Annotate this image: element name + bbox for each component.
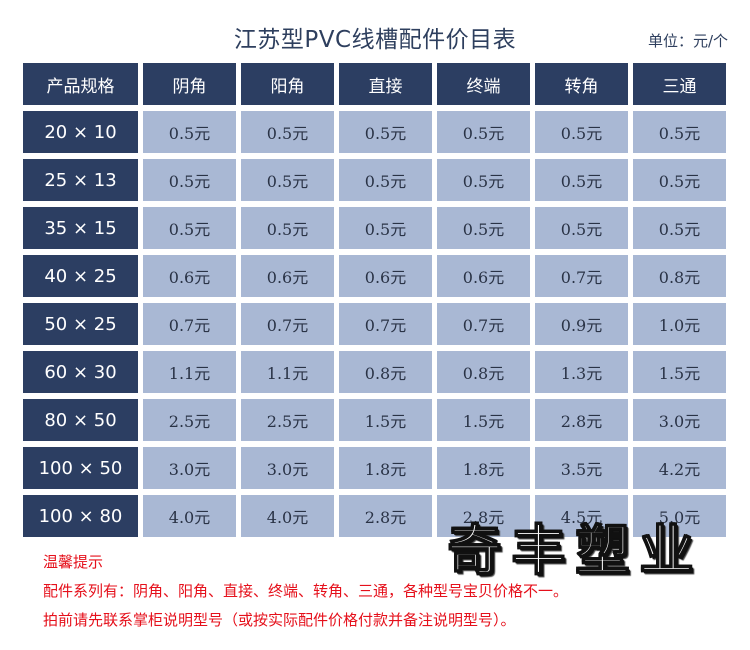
price-cell: 0.5元 xyxy=(241,159,334,201)
price-cell: 3.0元 xyxy=(241,447,334,489)
column-header-outer-corner: 阳角 xyxy=(241,63,334,105)
price-cell: 2.5元 xyxy=(241,399,334,441)
column-header-inner-corner: 阴角 xyxy=(143,63,236,105)
price-cell: 0.7元 xyxy=(143,303,236,345)
price-cell: 0.5元 xyxy=(339,207,432,249)
price-cell: 0.5元 xyxy=(339,111,432,153)
price-cell: 0.6元 xyxy=(437,255,530,297)
price-cell: 0.6元 xyxy=(241,255,334,297)
price-cell: 2.5元 xyxy=(143,399,236,441)
price-cell: 1.8元 xyxy=(339,447,432,489)
price-cell: 0.5元 xyxy=(437,159,530,201)
table-row: 60 × 30 1.1元 1.1元 0.8元 0.8元 1.3元 1.5元 xyxy=(23,351,726,393)
column-header-spec: 产品规格 xyxy=(23,63,138,105)
column-header-end-cap: 终端 xyxy=(437,63,530,105)
price-cell: 3.0元 xyxy=(633,399,726,441)
price-cell: 0.5元 xyxy=(535,159,628,201)
price-cell: 2.8元 xyxy=(339,495,432,537)
table-row: 50 × 25 0.7元 0.7元 0.7元 0.7元 0.9元 1.0元 xyxy=(23,303,726,345)
price-cell: 0.9元 xyxy=(535,303,628,345)
table-row: 80 × 50 2.5元 2.5元 1.5元 1.5元 2.8元 3.0元 xyxy=(23,399,726,441)
price-cell: 1.3元 xyxy=(535,351,628,393)
page-title: 江苏型PVC线槽配件价目表 xyxy=(233,27,517,53)
price-cell: 2.8元 xyxy=(437,495,530,537)
price-cell: 0.8元 xyxy=(437,351,530,393)
price-cell: 0.7元 xyxy=(535,255,628,297)
column-header-straight-joint: 直接 xyxy=(339,63,432,105)
row-spec: 40 × 25 xyxy=(23,255,138,297)
table-row: 100 × 80 4.0元 4.0元 2.8元 2.8元 4.5元 5.0元 xyxy=(23,495,726,537)
price-cell: 0.5元 xyxy=(143,207,236,249)
price-cell: 0.6元 xyxy=(143,255,236,297)
row-spec: 50 × 25 xyxy=(23,303,138,345)
price-cell: 0.7元 xyxy=(437,303,530,345)
price-cell: 4.5元 xyxy=(535,495,628,537)
price-cell: 0.5元 xyxy=(535,207,628,249)
tips-heading: 温馨提示 xyxy=(43,553,104,571)
row-spec: 25 × 13 xyxy=(23,159,138,201)
price-cell: 4.2元 xyxy=(633,447,726,489)
unit-label: 单位：元/个 xyxy=(647,32,728,50)
row-spec: 100 × 50 xyxy=(23,447,138,489)
price-cell: 1.5元 xyxy=(633,351,726,393)
price-cell: 0.5元 xyxy=(633,111,726,153)
row-spec: 35 × 15 xyxy=(23,207,138,249)
row-spec: 60 × 30 xyxy=(23,351,138,393)
price-cell: 0.5元 xyxy=(241,207,334,249)
price-cell: 1.1元 xyxy=(143,351,236,393)
price-cell: 1.8元 xyxy=(437,447,530,489)
price-cell: 0.8元 xyxy=(633,255,726,297)
price-cell: 1.5元 xyxy=(437,399,530,441)
table-row: 20 × 10 0.5元 0.5元 0.5元 0.5元 0.5元 0.5元 xyxy=(23,111,726,153)
tips-section: 温馨提示 配件系列有：阴角、阳角、直接、终端、转角、三通，各种型号宝贝价格不一。… xyxy=(43,548,723,635)
table-header-row: 产品规格 阴角 阳角 直接 终端 转角 三通 xyxy=(23,63,726,105)
price-cell: 4.0元 xyxy=(143,495,236,537)
tips-line-2: 拍前请先联系掌柜说明型号（或按实际配件价格付款并备注说明型号）。 xyxy=(43,611,516,629)
price-cell: 0.5元 xyxy=(143,111,236,153)
price-cell: 0.7元 xyxy=(339,303,432,345)
price-cell: 5.0元 xyxy=(633,495,726,537)
table-row: 100 × 50 3.0元 3.0元 1.8元 1.8元 3.5元 4.2元 xyxy=(23,447,726,489)
price-cell: 0.5元 xyxy=(437,111,530,153)
price-cell: 0.5元 xyxy=(633,207,726,249)
price-cell: 0.8元 xyxy=(339,351,432,393)
row-spec: 20 × 10 xyxy=(23,111,138,153)
row-spec: 80 × 50 xyxy=(23,399,138,441)
table-row: 35 × 15 0.5元 0.5元 0.5元 0.5元 0.5元 0.5元 xyxy=(23,207,726,249)
price-cell: 3.0元 xyxy=(143,447,236,489)
brand-logo-text: 奇丰塑业 xyxy=(447,519,704,583)
price-cell: 0.5元 xyxy=(143,159,236,201)
page-header: 江苏型PVC线槽配件价目表 单位：元/个 xyxy=(0,0,750,64)
table-row: 25 × 13 0.5元 0.5元 0.5元 0.5元 0.5元 0.5元 xyxy=(23,159,726,201)
column-header-tee: 三通 xyxy=(633,63,726,105)
price-cell: 3.5元 xyxy=(535,447,628,489)
price-table: 产品规格 阴角 阳角 直接 终端 转角 三通 20 × 10 0.5元 0.5元… xyxy=(18,57,731,543)
row-spec: 100 × 80 xyxy=(23,495,138,537)
price-cell: 0.6元 xyxy=(339,255,432,297)
price-cell: 0.5元 xyxy=(633,159,726,201)
price-cell: 1.5元 xyxy=(339,399,432,441)
price-cell: 4.0元 xyxy=(241,495,334,537)
price-cell: 1.1元 xyxy=(241,351,334,393)
price-cell: 2.8元 xyxy=(535,399,628,441)
table-row: 40 × 25 0.6元 0.6元 0.6元 0.6元 0.7元 0.8元 xyxy=(23,255,726,297)
price-cell: 0.7元 xyxy=(241,303,334,345)
price-cell: 0.5元 xyxy=(339,159,432,201)
column-header-elbow: 转角 xyxy=(535,63,628,105)
price-cell: 0.5元 xyxy=(535,111,628,153)
price-cell: 0.5元 xyxy=(437,207,530,249)
price-cell: 1.0元 xyxy=(633,303,726,345)
price-cell: 0.5元 xyxy=(241,111,334,153)
tips-line-1: 配件系列有：阴角、阳角、直接、终端、转角、三通，各种型号宝贝价格不一。 xyxy=(43,582,569,600)
